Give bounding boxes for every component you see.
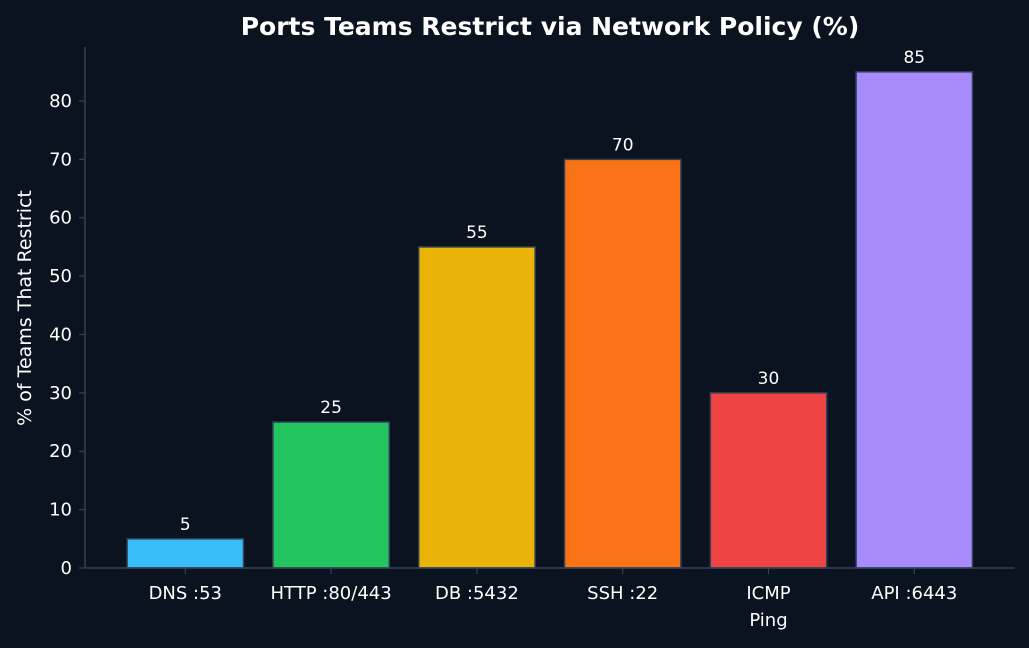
y-tick-label-5: 50 <box>49 266 72 287</box>
data-label-1: 25 <box>320 398 342 418</box>
chart-title: Ports Teams Restrict via Network Policy … <box>241 12 860 41</box>
data-label-4: 30 <box>758 369 780 389</box>
x-tick-label-line: Ping <box>749 610 787 631</box>
data-label-0: 5 <box>180 515 191 535</box>
data-label-3: 70 <box>612 135 634 155</box>
y-tick-label-0: 0 <box>61 558 72 579</box>
x-tick-label-4: ICMP Ping <box>746 583 790 631</box>
y-tick-label-4: 40 <box>49 324 72 345</box>
x-tick-label-0: DNS :53 <box>149 583 222 604</box>
y-axis-label: % of Teams That Restrict <box>14 190 36 426</box>
y-tick-label-7: 70 <box>49 149 72 170</box>
y-tick-label-6: 60 <box>49 208 72 229</box>
plot-area: 5 25 55 70 30 85 0 10 20 30 40 50 60 70 80 DNS :53 HTTP … <box>49 47 1015 631</box>
x-tick-label-2: DB :5432 <box>435 583 519 604</box>
bar-5 <box>855 71 974 569</box>
x-tick-label-5: API :6443 <box>871 583 957 604</box>
x-tick-label-line: SSH :22 <box>587 583 658 604</box>
bar-0 <box>126 538 245 569</box>
bar-2 <box>417 246 536 569</box>
y-tick-label-8: 80 <box>49 91 72 112</box>
bar-4 <box>709 392 828 569</box>
x-tick-label-3: SSH :22 <box>587 583 658 604</box>
x-tick-label-line: DNS :53 <box>149 583 222 604</box>
x-tick-label-line: ICMP <box>746 583 790 604</box>
y-tick-label-1: 10 <box>49 500 72 521</box>
bar-1 <box>272 421 391 569</box>
x-tick-label-line: API :6443 <box>871 583 957 604</box>
x-tick-label-line: HTTP :80/443 <box>271 583 392 604</box>
data-label-5: 85 <box>903 48 925 68</box>
bar-3 <box>563 158 682 569</box>
y-tick-label-2: 20 <box>49 441 72 462</box>
y-tick-label-3: 30 <box>49 383 72 404</box>
x-tick-label-1: HTTP :80/443 <box>271 583 392 604</box>
x-tick-label-line: DB :5432 <box>435 583 519 604</box>
data-label-2: 55 <box>466 223 488 243</box>
